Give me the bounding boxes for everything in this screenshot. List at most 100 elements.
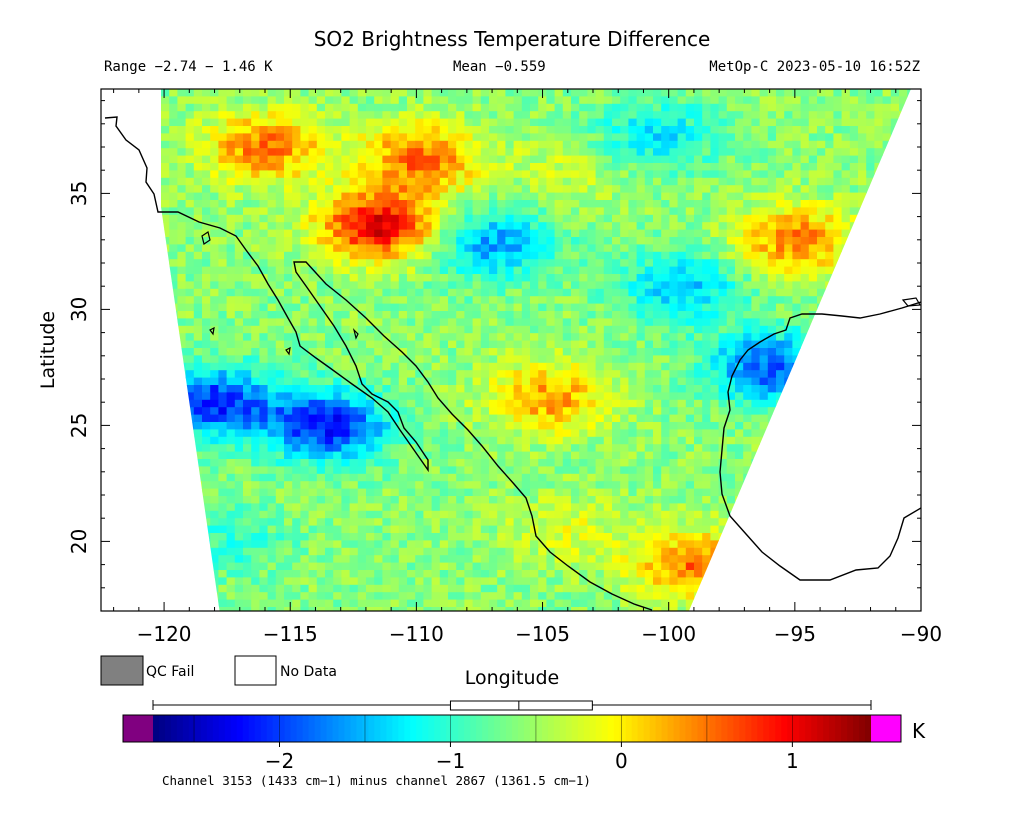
heatmap-cell [669, 214, 678, 223]
heatmap-cell [579, 185, 588, 193]
heatmap-cell [456, 399, 465, 408]
heatmap-cell [726, 340, 736, 349]
heatmap-cell [661, 111, 670, 119]
heatmap-cell [513, 429, 523, 438]
heatmap-cell [735, 163, 744, 171]
heatmap-cell [398, 185, 408, 193]
heatmap-cell [267, 325, 277, 334]
heatmap-cell [357, 274, 367, 282]
heatmap-cell [833, 148, 842, 156]
heatmap-cell [489, 444, 498, 452]
heatmap-cell [292, 251, 301, 260]
heatmap-cell [325, 318, 334, 327]
heatmap-cell [243, 103, 252, 112]
heatmap-cell [448, 148, 457, 156]
heatmap-cell [710, 429, 719, 438]
heatmap-cell [226, 244, 236, 253]
heatmap-cell [210, 177, 219, 186]
heatmap-cell [464, 385, 473, 393]
heatmap-cell [439, 140, 449, 149]
heatmap-cell [366, 200, 375, 208]
heatmap-cell [169, 214, 178, 223]
heatmap-cell [341, 207, 350, 216]
heatmap-cell [357, 148, 367, 156]
heatmap-cell [480, 274, 490, 282]
heatmap-cell [554, 207, 564, 216]
heatmap-cell [644, 111, 654, 119]
heatmap-cell [382, 126, 391, 134]
heatmap-cell [300, 103, 309, 112]
heatmap-cell [817, 192, 826, 201]
heatmap-cell [735, 340, 744, 349]
heatmap-cell [595, 473, 605, 482]
heatmap-cell [800, 185, 810, 193]
heatmap-cell [841, 192, 851, 201]
heatmap-cell [595, 229, 605, 238]
heatmap-cell [710, 288, 719, 297]
heatmap-cell [382, 229, 391, 238]
heatmap-cell [341, 481, 350, 489]
heatmap-cell [202, 222, 211, 230]
heatmap-cell [193, 266, 203, 275]
heatmap-cell [644, 451, 654, 460]
heatmap-cell [776, 192, 785, 201]
heatmap-cell [407, 155, 416, 164]
heatmap-cell [603, 200, 613, 208]
heatmap-cell [595, 266, 605, 275]
heatmap-cell [792, 170, 801, 179]
heatmap-cell [382, 274, 391, 282]
heatmap-cell [808, 89, 818, 97]
heatmap-cell [841, 126, 851, 134]
heatmap-cell [431, 303, 441, 312]
heatmap-cell [325, 207, 334, 216]
heatmap-cell [300, 288, 309, 297]
heatmap-cell [603, 422, 613, 430]
heatmap-cell [480, 266, 490, 275]
heatmap-cell [612, 333, 621, 341]
heatmap-cell [431, 118, 441, 127]
heatmap-cell [415, 296, 424, 304]
heatmap-cell [685, 259, 695, 267]
heatmap-cell [505, 274, 514, 282]
heatmap-cell [366, 111, 375, 119]
heatmap-cell [743, 436, 752, 445]
heatmap-cell [480, 481, 490, 489]
heatmap-cell [407, 288, 416, 297]
heatmap-cell [505, 103, 514, 112]
heatmap-cell [300, 214, 309, 223]
heatmap-cell [292, 163, 301, 171]
heatmap-cell [571, 422, 580, 430]
heatmap-cell [669, 288, 678, 297]
heatmap-cell [489, 407, 498, 415]
heatmap-cell [202, 392, 211, 401]
heatmap-cell [251, 436, 260, 445]
heatmap-cell [472, 348, 482, 356]
heatmap-cell [743, 170, 752, 179]
heatmap-cell [480, 355, 490, 364]
heatmap-cell [603, 311, 613, 319]
heatmap-cell [521, 451, 531, 460]
heatmap-cell [653, 222, 662, 230]
heatmap-cell [603, 185, 613, 193]
heatmap-cell [357, 207, 367, 216]
heatmap-cell [718, 148, 728, 156]
heatmap-cell [316, 266, 326, 275]
heatmap-cell [841, 229, 851, 238]
heatmap-cell [554, 192, 564, 201]
heatmap-cell [726, 325, 736, 334]
heatmap-cell [357, 177, 367, 186]
heatmap-cell [612, 177, 621, 186]
heatmap-cell [448, 288, 457, 297]
heatmap-cell [759, 370, 769, 378]
heatmap-cell [587, 111, 596, 119]
heatmap-cell [661, 274, 670, 282]
heatmap-cell [275, 89, 285, 97]
heatmap-cell [579, 311, 588, 319]
heatmap-cell [300, 466, 309, 475]
heatmap-cell [390, 126, 400, 134]
heatmap-cell [726, 170, 736, 179]
heatmap-cell [784, 355, 793, 364]
heatmap-cell [480, 133, 490, 142]
heatmap-cell [653, 192, 662, 201]
heatmap-cell [325, 473, 334, 482]
